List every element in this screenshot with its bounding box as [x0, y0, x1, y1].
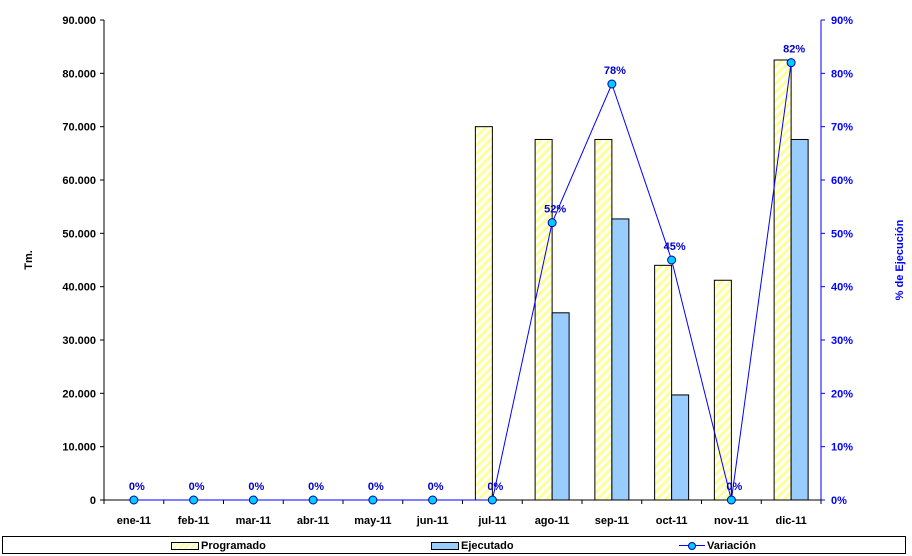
data-label-variacion: 78%: [604, 65, 626, 77]
y-tick-label-right: 90%: [831, 15, 853, 27]
data-label-variacion: 0%: [189, 481, 205, 493]
x-tick-label: mar-11: [236, 515, 271, 527]
point-variacion: [487, 495, 497, 505]
y-tick-label-left: 80.000: [62, 68, 96, 80]
bar-programado: [713, 279, 732, 501]
data-label-variacion: 45%: [664, 241, 686, 253]
data-label-variacion: 0%: [726, 481, 742, 493]
x-tick-label: oct-11: [656, 515, 688, 527]
y-tick-label-right: 0%: [831, 495, 847, 507]
bar-ejecutado: [611, 218, 630, 501]
legend-label-ejecutado: Ejecutado: [461, 540, 514, 552]
x-tick-label: jul-11: [477, 515, 506, 527]
data-label-variacion: 0%: [428, 481, 444, 493]
y-tick-label-left: 20.000: [62, 388, 96, 400]
y-tick-label-left: 50.000: [62, 228, 96, 240]
data-label-variacion: 0%: [487, 481, 503, 493]
bar-programado: [594, 138, 613, 501]
y-axis-title: Tm.: [23, 250, 35, 270]
point-variacion: [129, 495, 139, 505]
x-tick-label: ago-11: [535, 515, 570, 527]
legend-item-variacion: Variación: [679, 539, 756, 553]
y-tick-label-left: 40.000: [62, 282, 96, 294]
data-label-variacion: 0%: [248, 481, 264, 493]
y-tick-label-left: 70.000: [62, 122, 96, 134]
line-variacion: [133, 62, 792, 501]
point-variacion: [726, 495, 736, 505]
x-tick-label: ene-11: [117, 515, 151, 527]
legend-item-programado: Programado: [171, 539, 266, 553]
legend-swatch-programado: [171, 542, 199, 550]
x-tick-label: nov-11: [714, 515, 749, 527]
point-variacion: [308, 495, 318, 505]
legend-label-programado: Programado: [201, 540, 266, 552]
point-variacion: [189, 495, 199, 505]
bar-ejecutado: [790, 138, 809, 501]
point-variacion: [547, 218, 557, 228]
data-label-variacion: 0%: [368, 481, 384, 493]
x-tick-label: sep-11: [595, 515, 629, 527]
legend-line-variacion: [679, 541, 705, 551]
y-tick-label-left: 0: [90, 495, 96, 507]
legend: Programado Ejecutado Variación: [2, 536, 906, 554]
point-variacion: [368, 495, 378, 505]
x-tick-label: abr-11: [297, 515, 329, 527]
x-tick-label: may-11: [354, 515, 391, 527]
data-label-variacion: 0%: [308, 481, 324, 493]
bar-programado: [474, 126, 493, 501]
bar-ejecutado: [671, 394, 690, 501]
y2-axis-title: % de Ejecución: [894, 219, 906, 300]
y-tick-label-left: 60.000: [62, 175, 96, 187]
point-variacion: [248, 495, 258, 505]
y-tick-label-left: 30.000: [62, 335, 96, 347]
legend-label-variacion: Variación: [707, 540, 756, 552]
y-tick-label-left: 90.000: [62, 15, 96, 27]
x-tick-label: feb-11: [178, 515, 210, 527]
point-variacion: [428, 495, 438, 505]
x-tick-label: jun-11: [416, 515, 449, 527]
legend-swatch-ejecutado: [431, 542, 459, 550]
y-tick-label-right: 10%: [831, 442, 853, 454]
y-tick-label-right: 30%: [831, 335, 853, 347]
point-variacion: [667, 255, 677, 265]
point-variacion: [786, 58, 796, 68]
y-tick-label-right: 20%: [831, 388, 853, 400]
y-tick-label-right: 50%: [831, 228, 853, 240]
y-tick-label-right: 60%: [831, 175, 853, 187]
legend-item-ejecutado: Ejecutado: [431, 539, 514, 553]
y-tick-label-right: 40%: [831, 282, 853, 294]
data-label-variacion: 52%: [544, 204, 566, 216]
y-tick-label-right: 70%: [831, 122, 853, 134]
bar-programado: [654, 264, 673, 501]
bar-programado: [534, 138, 553, 501]
x-tick-label: dic-11: [776, 515, 807, 527]
y-tick-label-right: 80%: [831, 68, 853, 80]
point-variacion: [607, 79, 617, 89]
y-tick-label-left: 10.000: [62, 442, 96, 454]
data-label-variacion: 0%: [129, 481, 145, 493]
bar-ejecutado: [551, 312, 570, 501]
data-label-variacion: 82%: [783, 44, 805, 56]
